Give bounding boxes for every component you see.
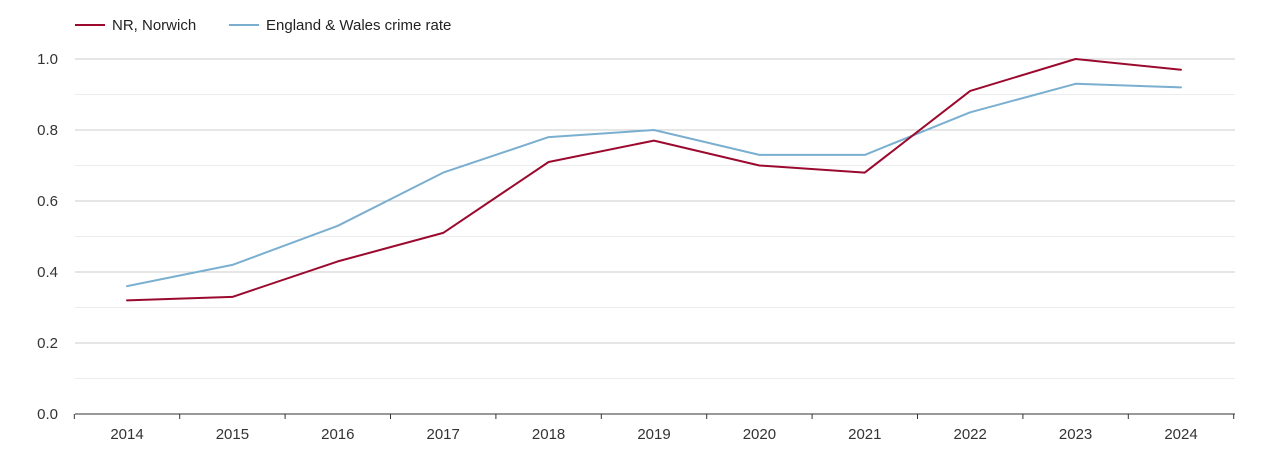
y-tick-label: 0.0 — [37, 406, 58, 423]
legend-label: England & Wales crime rate — [266, 17, 451, 34]
y-tick-label: 0.4 — [37, 264, 58, 281]
y-tick-label: 1.0 — [37, 51, 58, 68]
x-tick-label: 2019 — [637, 426, 670, 443]
x-axis-ticks: 2014 2015 2016 2017 2018 2019 2020 2021 2022 2023… — [110, 426, 1197, 443]
axes — [73, 413, 1235, 419]
x-tick-label: 2015 — [216, 426, 249, 443]
x-tick-label: 2017 — [427, 426, 460, 443]
x-tick-label: 2024 — [1164, 426, 1197, 443]
x-tick-label: 2014 — [110, 426, 143, 443]
series-line-national — [126, 82, 1182, 288]
x-tick-label: 2021 — [848, 426, 881, 443]
x-tick-label: 2023 — [1059, 426, 1092, 443]
x-tick-label: 2020 — [743, 426, 776, 443]
legend: NR, Norwich England & Wales crime rate — [75, 17, 451, 34]
y-tick-label: 0.6 — [37, 193, 58, 210]
x-tick-label: 2018 — [532, 426, 565, 443]
y-axis-ticks: 0.0 0.2 0.4 0.6 0.8 1.0 — [37, 51, 58, 423]
y-tick-label: 0.2 — [37, 335, 58, 352]
series-line-local — [126, 58, 1182, 302]
y-tick-label: 0.8 — [37, 122, 58, 139]
x-tick-label: 2022 — [954, 426, 987, 443]
x-tick-label: 2016 — [321, 426, 354, 443]
grid-lines — [75, 58, 1235, 379]
series-lines — [126, 58, 1182, 302]
legend-label: NR, Norwich — [112, 17, 196, 34]
